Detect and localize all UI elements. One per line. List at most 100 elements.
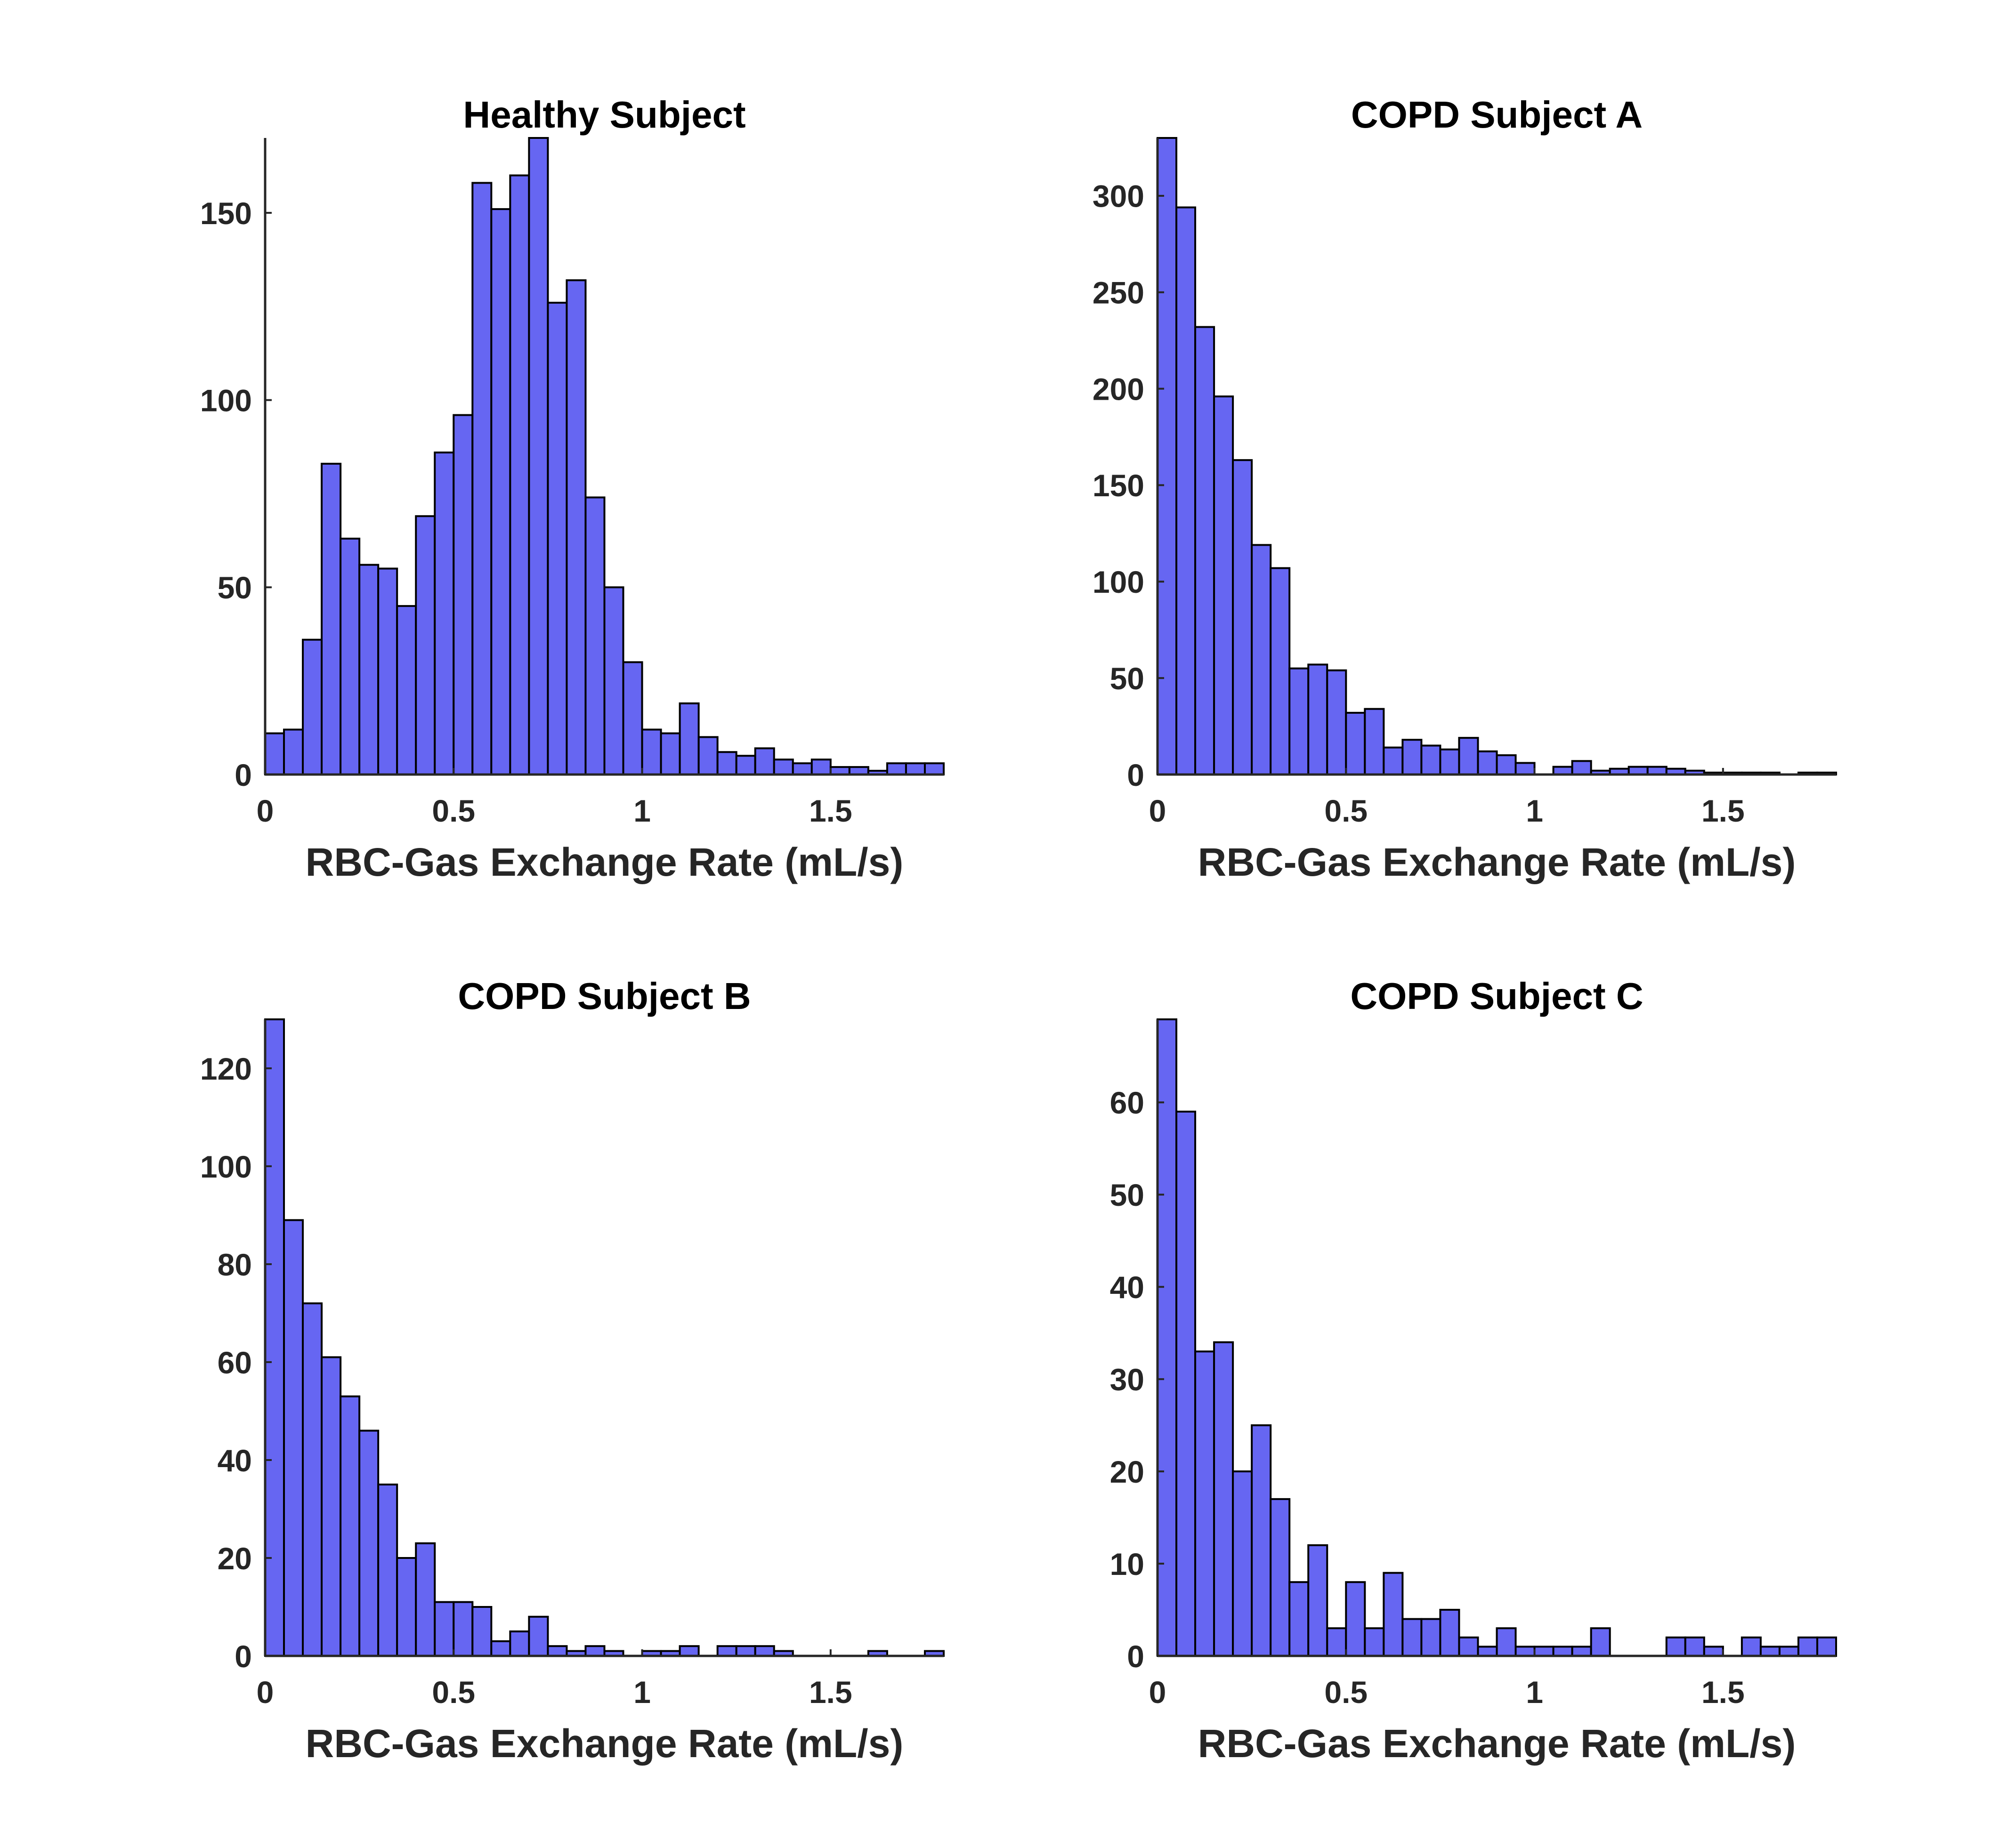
histogram-bar bbox=[340, 1395, 361, 1657]
y-ticks: 0 50 100 150 200 250 300 bbox=[1093, 179, 1164, 792]
histogram-bar bbox=[1288, 1581, 1310, 1657]
x-tick-label: 1.5 bbox=[1701, 1675, 1745, 1710]
histogram-bar bbox=[679, 702, 700, 776]
x-tick-label: 1.5 bbox=[809, 1675, 852, 1710]
histogram-bar bbox=[283, 1219, 304, 1657]
histogram-bar bbox=[1439, 1609, 1460, 1657]
histogram-bar bbox=[1345, 711, 1366, 775]
y-ticks: 0 10 20 30 40 50 60 bbox=[1110, 1085, 1164, 1674]
x-tick-label: 0.5 bbox=[432, 1675, 475, 1710]
y-tick-label: 0 bbox=[1127, 758, 1144, 792]
histogram-bar bbox=[1703, 1646, 1724, 1657]
y-tick-label: 50 bbox=[218, 570, 252, 605]
histogram-bar bbox=[358, 1429, 380, 1657]
histogram-bar bbox=[1194, 326, 1215, 775]
x-tick-label: 1 bbox=[633, 1675, 651, 1710]
x-ticks: 0 0.5 1 1.5 bbox=[257, 1649, 852, 1710]
histogram-bar bbox=[264, 1018, 285, 1657]
histogram-bar bbox=[1514, 762, 1536, 776]
histogram-bar bbox=[1533, 1646, 1555, 1657]
y-tick-label: 100 bbox=[200, 383, 252, 418]
chart-title: Healthy Subject bbox=[463, 94, 745, 136]
histogram-bars bbox=[264, 137, 945, 776]
histogram-bar bbox=[471, 1606, 493, 1657]
histogram-bar bbox=[1326, 669, 1347, 776]
chart-title: COPD Subject C bbox=[1350, 975, 1643, 1017]
histogram-bar bbox=[1175, 1110, 1197, 1657]
histogram-bar bbox=[1345, 1581, 1366, 1657]
histogram-bar bbox=[490, 1640, 511, 1657]
panel-copd-subject-c: 0 10 20 30 40 50 60 0 0.5 1 1.5 COPD Subject C RB… bbox=[1110, 975, 1837, 1766]
histogram-bar bbox=[509, 1630, 530, 1657]
histogram-bar bbox=[1401, 739, 1423, 775]
histogram-bar bbox=[1270, 567, 1291, 776]
histogram-bar bbox=[377, 1484, 398, 1657]
histogram-bar bbox=[340, 537, 361, 776]
histogram-bar bbox=[1251, 1424, 1272, 1657]
histogram-bar bbox=[1741, 1636, 1762, 1657]
histogram-bar bbox=[1590, 1627, 1611, 1657]
y-tick-label: 150 bbox=[200, 196, 252, 231]
histogram-bar bbox=[1213, 1341, 1234, 1657]
histogram-bar bbox=[584, 1645, 606, 1657]
histogram-bar bbox=[358, 564, 380, 775]
histogram-bar bbox=[1458, 1636, 1479, 1657]
histogram-bar bbox=[1213, 395, 1234, 775]
histogram-bar bbox=[434, 452, 455, 775]
histogram-bar bbox=[1571, 1646, 1592, 1657]
histogram-bars bbox=[1157, 1018, 1837, 1657]
y-tick-label: 300 bbox=[1093, 179, 1144, 214]
histogram-bar bbox=[1232, 1470, 1253, 1657]
histogram-bar bbox=[302, 638, 323, 775]
histogram-bar bbox=[1759, 1646, 1781, 1657]
histogram-bar bbox=[396, 605, 417, 776]
histogram-bar bbox=[792, 762, 813, 776]
x-tick-label: 1 bbox=[633, 793, 651, 828]
histogram-bar bbox=[471, 182, 493, 775]
y-ticks: 0 50 100 150 bbox=[200, 196, 272, 792]
histogram-bar bbox=[1194, 1350, 1215, 1657]
histogram-bar bbox=[1816, 1636, 1837, 1657]
histogram-bar bbox=[547, 1645, 568, 1657]
x-tick-label: 0 bbox=[1149, 793, 1166, 828]
histogram-bar bbox=[453, 414, 474, 775]
histogram-bar bbox=[321, 462, 342, 775]
histogram-bar bbox=[1364, 708, 1385, 775]
histogram-bar bbox=[1175, 206, 1197, 775]
histogram-bar bbox=[1496, 1627, 1517, 1657]
histogram-bar bbox=[773, 759, 794, 775]
histogram-bar bbox=[735, 755, 756, 776]
histogram-bar bbox=[584, 496, 606, 775]
chart-title: COPD Subject B bbox=[458, 975, 751, 1017]
histogram-bar bbox=[1251, 544, 1272, 775]
histogram-bar bbox=[641, 728, 662, 775]
y-tick-label: 40 bbox=[1110, 1270, 1144, 1305]
y-tick-label: 40 bbox=[218, 1443, 252, 1478]
y-tick-label: 60 bbox=[1110, 1085, 1144, 1120]
histogram-bar bbox=[566, 279, 587, 775]
x-axis-label: RBC-Gas Exchange Rate (mL/s) bbox=[1198, 840, 1796, 884]
histogram-bar bbox=[905, 762, 926, 776]
histogram-bar bbox=[1383, 746, 1404, 776]
histogram-bar bbox=[1514, 1646, 1536, 1657]
y-tick-label: 0 bbox=[235, 1639, 252, 1674]
histogram-bar bbox=[396, 1557, 417, 1657]
histogram-bar bbox=[1477, 1646, 1498, 1657]
histogram-bar bbox=[622, 661, 643, 775]
histogram-bar bbox=[923, 762, 945, 776]
histogram-bar bbox=[603, 586, 624, 775]
x-ticks: 0 0.5 1 1.5 bbox=[257, 768, 852, 828]
y-tick-label: 0 bbox=[1127, 1639, 1144, 1674]
histogram-bar bbox=[1496, 754, 1517, 775]
histogram-bar bbox=[283, 728, 304, 775]
histogram-bar bbox=[1270, 1498, 1291, 1657]
y-tick-label: 0 bbox=[235, 758, 252, 792]
histogram-bar bbox=[1778, 1646, 1799, 1657]
histogram-bar bbox=[377, 567, 398, 776]
y-tick-label: 100 bbox=[200, 1149, 252, 1184]
x-tick-label: 0 bbox=[257, 1675, 274, 1710]
y-tick-label: 150 bbox=[1093, 468, 1144, 503]
x-tick-label: 0.5 bbox=[1324, 1675, 1368, 1710]
y-tick-label: 120 bbox=[200, 1051, 252, 1086]
